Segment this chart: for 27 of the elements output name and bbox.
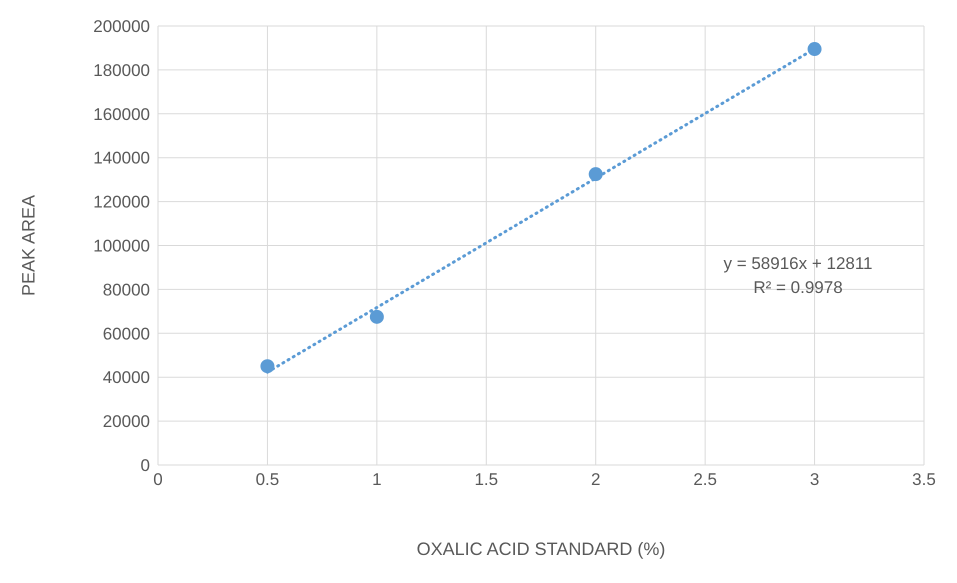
x-tick-label: 0.5 [256,470,280,490]
y-axis-title: PEAK AREA [18,194,38,296]
x-axis-title: OXALIC ACID STANDARD (%) [416,539,666,559]
y-tick-label: 60000 [102,324,150,344]
y-tick-label: 140000 [93,148,150,168]
annotation: R² = 0.9978 [752,277,844,299]
y-tick-label: 80000 [102,280,150,300]
x-tick-label: 2 [590,470,600,490]
point [370,310,384,324]
x-tick-label: 0 [153,470,163,490]
x-tick-label: 2.5 [693,470,717,490]
y-tick-label: 20000 [102,412,150,432]
y-tick-label: 100000 [93,236,150,256]
point [808,42,822,56]
y-tick-label: 0 [140,456,150,476]
y-tick-label: 160000 [93,104,150,124]
x-tick-label: 3 [810,470,820,490]
point [260,359,274,374]
y-tick-label: 180000 [93,60,150,80]
x-tick-label: 1.5 [474,470,498,490]
y-tick-label: 40000 [102,368,150,388]
point [588,167,603,182]
y-tick-label: 120000 [93,192,150,212]
x-tick-label: 1 [372,470,382,490]
y-tick-label: 200000 [93,17,150,36]
x-tick-label: 3.5 [912,470,936,490]
annotation: y = 58916x + 12811 [722,253,874,275]
